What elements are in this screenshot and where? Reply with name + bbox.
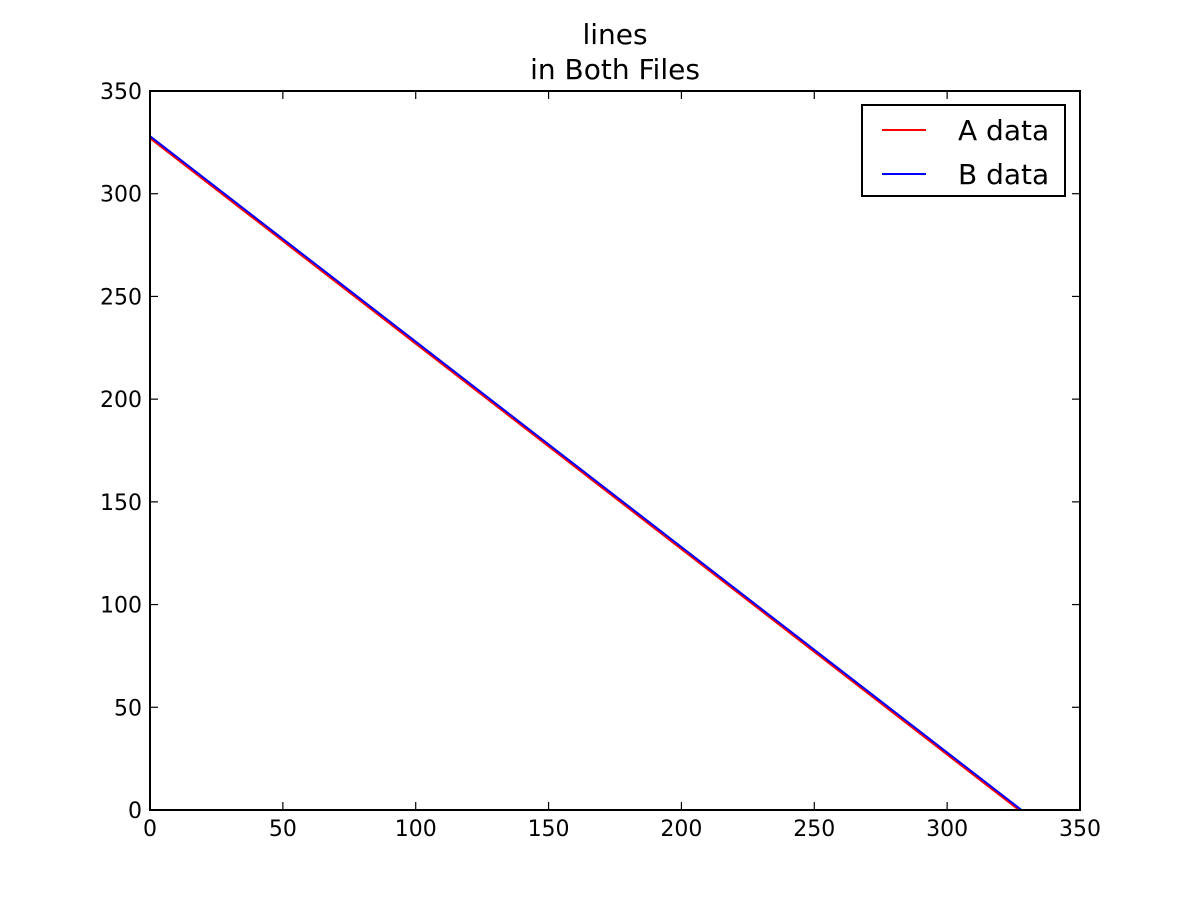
chart-subtitle: in Both Files — [530, 53, 700, 86]
plot-frame — [149, 90, 1081, 811]
y-tick-label: 100 — [100, 594, 142, 619]
y-tick-label: 150 — [100, 491, 142, 516]
x-tick-label: 150 — [528, 817, 570, 842]
y-tick-label: 0 — [128, 799, 142, 824]
legend-box — [861, 104, 1066, 197]
y-tick-label: 300 — [100, 183, 142, 208]
y-tick-label: 200 — [100, 388, 142, 413]
series-line-b — [149, 135, 1023, 811]
x-tick-label: 100 — [395, 817, 437, 842]
series-layer — [149, 135, 1023, 811]
series-line-a — [149, 137, 1020, 811]
y-tick-label: 50 — [114, 696, 142, 721]
x-tick-label: 0 — [143, 817, 157, 842]
x-tick-label: 200 — [660, 817, 702, 842]
x-tick-label: 250 — [793, 817, 835, 842]
x-tick-label: 300 — [926, 817, 968, 842]
legend: A data B data — [861, 104, 1066, 197]
legend-label-b: B data — [958, 158, 1049, 191]
y-tick-label: 350 — [100, 80, 142, 105]
x-tick-label: 50 — [269, 817, 297, 842]
x-tick-label: 350 — [1059, 817, 1101, 842]
tick-layer: 0 50 100 150 200 250 300 350 0 50 100 150 200 250 300 3… — [100, 80, 1101, 842]
legend-label-a: A data — [958, 114, 1049, 147]
chart-title: lines — [582, 18, 647, 51]
y-tick-label: 250 — [100, 285, 142, 310]
